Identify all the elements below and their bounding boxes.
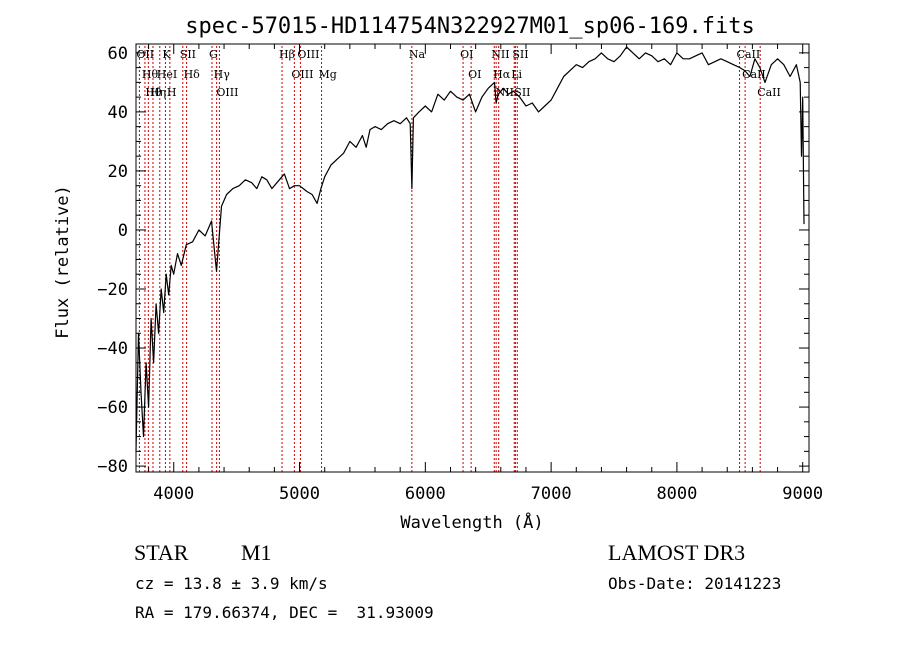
chart-title: spec-57015-HD114754N322927M01_sp06-169.f… [185, 14, 755, 39]
y-axis-label: Flux (relative) [53, 185, 73, 339]
coordinates: RA = 179.66374, DEC = 31.93009 [135, 603, 434, 622]
line-label-26: CaII [742, 68, 766, 81]
x-tick-label: 6000 [405, 484, 446, 504]
y-tick-label: 20 [108, 162, 128, 182]
line-label-16: Na [409, 48, 426, 61]
object-subclass: M1 [241, 540, 272, 565]
line-label-2: Hθ [145, 86, 162, 99]
x-axis: 4000 5000 6000 7000 8000 9000 [148, 44, 823, 504]
y-tick-label: −20 [97, 280, 128, 300]
y-tick-label: −40 [97, 339, 128, 359]
line-label-7: SII [180, 48, 196, 61]
line-label-24: SII [514, 86, 530, 99]
y-axis: −80 −60 −40 −20 0 20 40 60 [97, 44, 809, 477]
line-label-15: Mg [319, 68, 337, 81]
x-axis-label: Wavelength (Å) [400, 511, 543, 533]
line-label-14: OIII [297, 48, 319, 61]
line-label-25: CaII [737, 48, 761, 61]
y-tick-label: 40 [108, 103, 128, 123]
observation-date: Obs-Date: 20141223 [608, 574, 782, 593]
spectrum-series [135, 46, 805, 452]
emission-line-labels: OIIHθHθHηHeIKHSIIHδGHγOIIIHβOIIIOIIIMgNa… [136, 48, 780, 99]
redshift-cz: cz = 13.8 ± 3.9 km/s [135, 574, 328, 593]
line-label-1: Hθ [142, 68, 159, 81]
line-label-12: Hβ [279, 48, 295, 61]
spectrum-line [135, 46, 805, 452]
plot-frame [135, 43, 810, 473]
object-class: STAR [134, 540, 189, 565]
line-label-3: Hη [150, 86, 166, 99]
line-label-6: H [167, 86, 177, 99]
line-label-8: Hδ [184, 68, 201, 81]
x-tick-label: 8000 [656, 484, 697, 504]
line-label-21: NII [496, 86, 514, 99]
line-label-13: OIII [291, 68, 313, 81]
line-label-19: NII [491, 48, 509, 61]
y-tick-label: −80 [97, 457, 128, 477]
line-label-10: Hγ [214, 68, 231, 81]
line-label-11: OIII [216, 86, 238, 99]
line-label-9: G [209, 48, 218, 61]
line-label-4: HeI [157, 68, 177, 81]
line-label-5: K [162, 48, 171, 61]
x-tick-label: 5000 [279, 484, 320, 504]
x-tick-label: 9000 [782, 484, 823, 504]
line-label-23: SII [512, 48, 528, 61]
emission-line-markers [138, 46, 761, 472]
y-tick-label: 60 [108, 44, 128, 64]
line-label-17: OI [460, 48, 473, 61]
line-label-22: Li [511, 68, 522, 81]
line-label-0: OII [136, 48, 154, 61]
y-tick-label: −60 [97, 398, 128, 418]
survey-name: LAMOST DR3 [608, 540, 746, 565]
line-label-18: OI [468, 68, 481, 81]
x-tick-label: 7000 [531, 484, 572, 504]
y-tick-label: 0 [118, 221, 128, 241]
x-tick-label: 4000 [153, 484, 194, 504]
line-label-20: Hα [493, 68, 511, 81]
line-label-27: CaII [757, 86, 781, 99]
